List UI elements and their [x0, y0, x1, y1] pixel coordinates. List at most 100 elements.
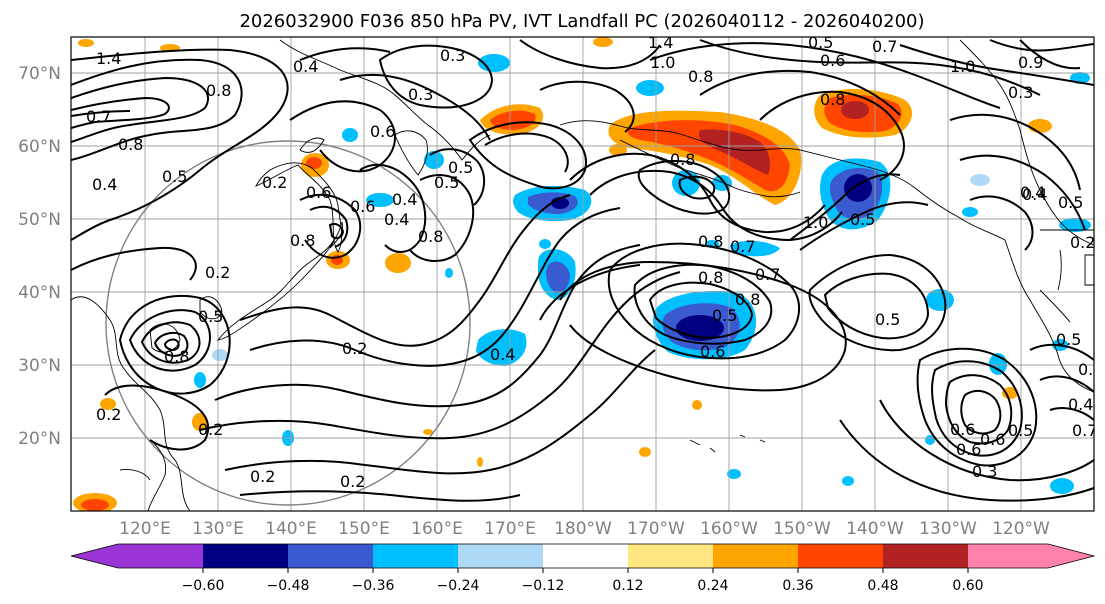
colorbar-bin — [118, 544, 203, 568]
contour-label: 0.4 — [92, 175, 117, 194]
contour-label: 0.5 — [434, 173, 459, 192]
contour-label: 0.8 — [164, 347, 189, 366]
contour-label: 0.5 — [808, 33, 833, 52]
contour-label: 0.5 — [1058, 193, 1083, 212]
contour-label: 0.2 — [250, 467, 275, 486]
contour-label: 0.5 — [1056, 330, 1081, 349]
colorbar-tick-label: 0.12 — [612, 578, 643, 594]
contour-label: 0.7 — [755, 265, 780, 284]
landfall-region-circle — [105, 140, 471, 506]
colorbar-tick-label: 0.36 — [782, 578, 813, 594]
contour-label: 0.7 — [86, 107, 111, 126]
contour-label: 0.7 — [1078, 360, 1103, 379]
contour-label: 0.4 — [384, 210, 409, 229]
positive-pv-anomaly-gulf-alaska — [480, 37, 1052, 205]
contour-label: 0.2 — [342, 339, 367, 358]
contour-label: 0.8 — [206, 81, 231, 100]
colorbar-tick-label: −0.36 — [352, 578, 395, 594]
contour-label: 1.4 — [648, 33, 673, 52]
contour-label: 0.8 — [670, 150, 695, 169]
contour-labels: 1.4 0.3 0.4 0.8 1.4 1.0 0.8 0.5 0.6 0.7 … — [86, 33, 1103, 491]
colorbar-bin — [203, 544, 288, 568]
lon-label: 150°W — [773, 519, 831, 539]
contour-label: 0.6 — [950, 420, 975, 439]
negative-pv-anomaly — [194, 54, 1091, 494]
contour-label: 0.2 — [205, 263, 230, 282]
contour-label: 0.8 — [698, 268, 723, 287]
contour-label: 1.0 — [650, 53, 675, 72]
contour-label: 0.5 — [712, 306, 737, 325]
contour-label: 0.3 — [408, 85, 433, 104]
contour-label: 0.3 — [972, 462, 997, 481]
lon-label: 140°E — [265, 519, 317, 539]
latitude-labels: 70°N 60°N 50°N 40°N 30°N 20°N — [18, 64, 61, 449]
contour-label: 0.5 — [198, 307, 223, 326]
contour-label: 0.6 — [350, 197, 375, 216]
contour-label: 0.6 — [820, 51, 845, 70]
contour-label: 1.0 — [950, 57, 975, 76]
colorbar-extend-max — [1048, 544, 1094, 568]
contour-label: 0.6 — [370, 122, 395, 141]
lon-label: 140°W — [846, 519, 904, 539]
lon-label: 170°W — [627, 519, 685, 539]
colorbar-outline — [70, 543, 1096, 569]
contour-label: 0.6 — [306, 183, 331, 202]
contour-label: 0.8 — [820, 90, 845, 109]
contour-label: 0.5 — [1008, 421, 1033, 440]
longitude-labels: 120°E 130°E 140°E 150°E 160°E 170°E 180°… — [119, 519, 1050, 539]
contour-label: 0.4 — [1022, 185, 1047, 204]
contour-label: 0.6 — [956, 440, 981, 459]
pv-shading — [73, 37, 1091, 511]
colorbar-bin — [458, 544, 543, 568]
contour-label: 0.7 — [730, 237, 755, 256]
contour-label: 0.7 — [1072, 421, 1097, 440]
colorbar-extend-min — [71, 544, 118, 568]
contour-label: 0.6 — [980, 430, 1005, 449]
lat-label: 40°N — [18, 283, 61, 303]
colorbar-tick-label: 0.24 — [697, 578, 728, 594]
graticule — [71, 37, 1094, 511]
contour-label: 0.8 — [698, 232, 723, 251]
colorbar-tick-label: 0.48 — [867, 578, 898, 594]
contour-label: 0.2 — [262, 173, 287, 192]
contour-label: 0.6 — [700, 342, 725, 361]
colorbar-bin — [288, 544, 373, 568]
contour-label: 0.9 — [1018, 53, 1043, 72]
contour-label: 1.0 — [803, 213, 828, 232]
contour-label: 0.2 — [198, 420, 223, 439]
colorbar-bin — [373, 544, 458, 568]
figure-title: 2026032900 F036 850 hPa PV, IVT Landfall… — [239, 11, 924, 32]
colorbar-bin — [798, 544, 883, 568]
contour-label: 0.5 — [448, 158, 473, 177]
contour-label: 0.8 — [290, 231, 315, 250]
colorbar-tick-label: −0.60 — [182, 578, 225, 594]
contour-label: 0.2 — [340, 472, 365, 491]
colorbar-tick-label: −0.12 — [522, 578, 565, 594]
colorbar-bin — [968, 544, 1048, 568]
lon-label: 130°E — [192, 519, 244, 539]
lon-label: 130°W — [919, 519, 977, 539]
contour-label: 0.4 — [1068, 395, 1093, 414]
contour-label: 0.3 — [440, 46, 465, 65]
lon-label: 120°E — [119, 519, 171, 539]
lat-label: 30°N — [18, 356, 61, 376]
contour-label: 0.3 — [1008, 83, 1033, 102]
colorbar-ticks — [202, 568, 969, 573]
colorbar-tick-label: −0.24 — [437, 578, 480, 594]
lon-label: 170°E — [484, 519, 536, 539]
contour-label: 1.4 — [96, 49, 121, 68]
contour-label: 0.5 — [850, 210, 875, 229]
colorbar-bin — [713, 544, 798, 568]
lon-label: 160°W — [700, 519, 758, 539]
contour-label: 0.8 — [735, 290, 760, 309]
lat-label: 50°N — [18, 210, 61, 230]
colorbar-tick-label: −0.48 — [267, 578, 310, 594]
lon-label: 150°E — [338, 519, 390, 539]
contour-label: 0.5 — [162, 167, 187, 186]
contour-label: 0.4 — [490, 345, 515, 364]
colorbar-bin — [543, 544, 628, 568]
contour-label: 0.4 — [392, 190, 417, 209]
lat-label: 70°N — [18, 64, 61, 84]
contour-label: 0.8 — [418, 227, 443, 246]
pv-contours — [71, 39, 1094, 502]
